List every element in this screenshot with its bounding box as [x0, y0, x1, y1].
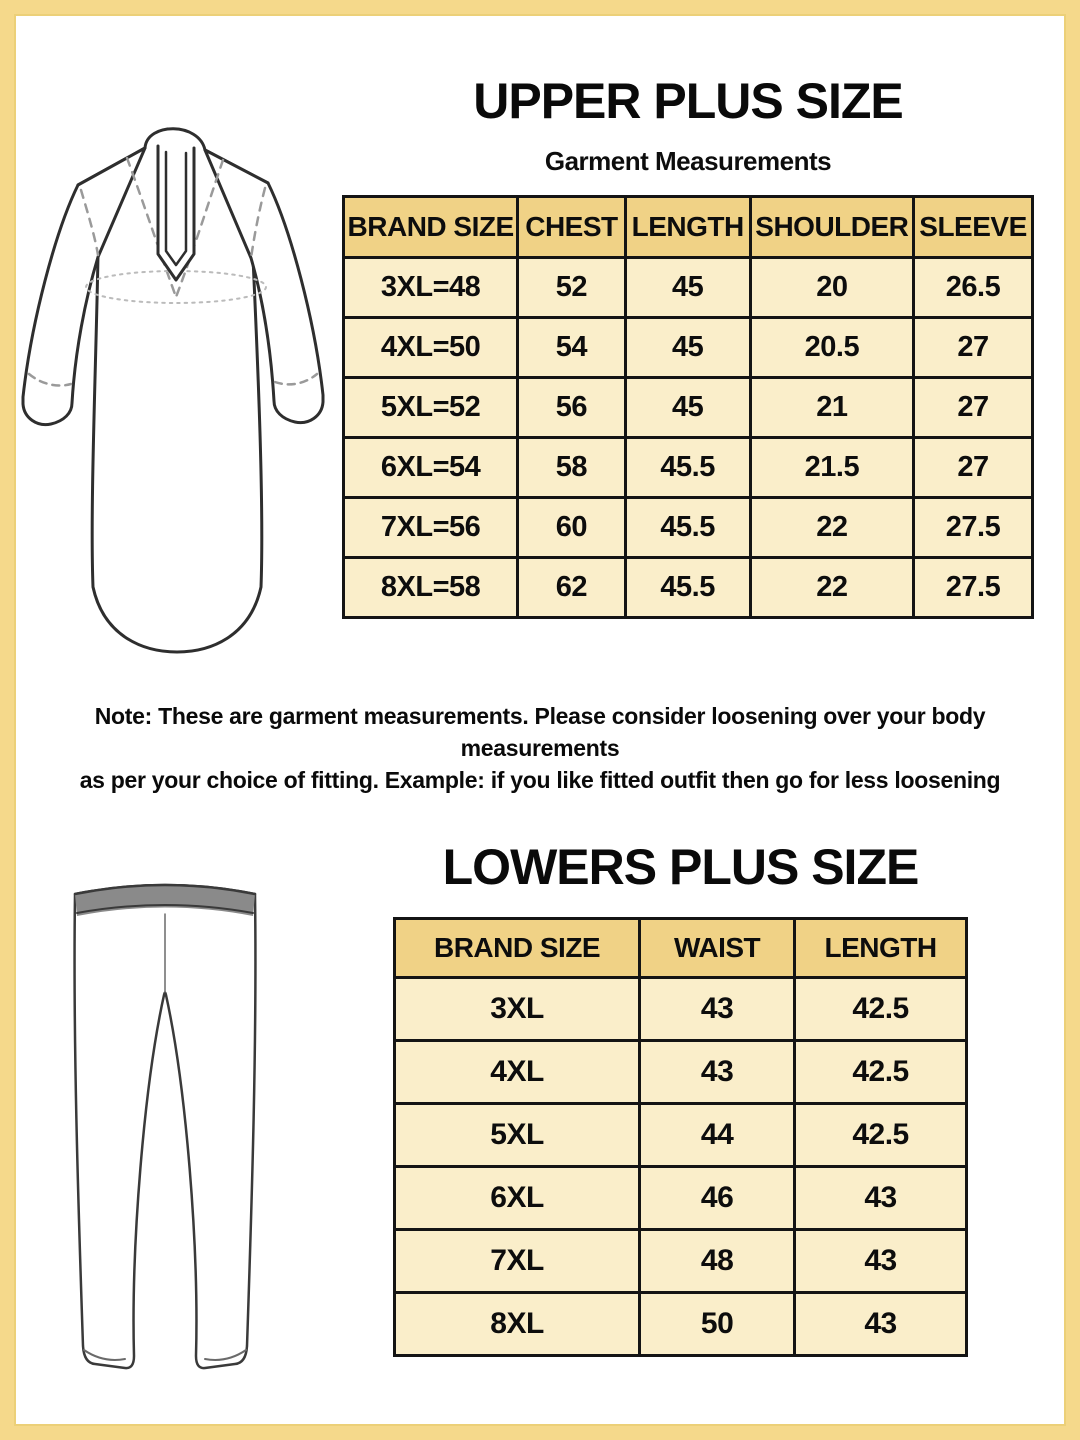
cell-brand-size: 7XL — [392, 1228, 642, 1294]
upper-section-title: UPPER PLUS SIZE — [473, 73, 904, 129]
table-row: 7XL 48 43 — [392, 1228, 968, 1294]
cell-length: 45 — [623, 316, 752, 379]
table-row: 6XL 46 43 — [392, 1165, 968, 1231]
cell-length: 42.5 — [793, 1102, 968, 1168]
cell-brand-size: 8XL=58 — [341, 556, 520, 619]
measurement-note: Note: These are garment measurements. Pl… — [50, 700, 1030, 797]
cell-brand-size: 4XL — [392, 1039, 642, 1105]
cell-brand-size: 7XL=56 — [341, 496, 520, 559]
cell-shoulder: 20.5 — [748, 316, 916, 379]
col-header-shoulder: SHOULDER — [748, 195, 916, 259]
cell-sleeve: 27 — [912, 436, 1034, 499]
cell-length: 43 — [793, 1165, 968, 1231]
cell-shoulder: 21.5 — [748, 436, 916, 499]
table-row: 8XL 50 43 — [392, 1291, 968, 1357]
cell-chest: 58 — [516, 436, 627, 499]
cell-chest: 62 — [516, 556, 627, 619]
col-header-chest: CHEST — [516, 195, 627, 259]
cell-chest: 52 — [516, 256, 627, 319]
cell-length: 45.5 — [623, 496, 752, 559]
cell-brand-size: 3XL — [392, 976, 642, 1042]
cell-brand-size: 5XL=52 — [341, 376, 520, 439]
cell-waist: 48 — [638, 1228, 797, 1294]
cell-chest: 56 — [516, 376, 627, 439]
cell-waist: 43 — [638, 1039, 797, 1105]
cell-brand-size: 4XL=50 — [341, 316, 520, 379]
cell-shoulder: 22 — [748, 496, 916, 559]
upper-table-header-row: BRAND SIZE CHEST LENGTH SHOULDER SLEEVE — [341, 195, 1034, 259]
cell-sleeve: 27 — [912, 316, 1034, 379]
table-row: 4XL=50 54 45 20.5 27 — [341, 316, 1034, 379]
cell-length: 43 — [793, 1228, 968, 1294]
cell-length: 43 — [793, 1291, 968, 1357]
col-header-brand-size: BRAND SIZE — [341, 195, 520, 259]
cell-chest: 54 — [516, 316, 627, 379]
cell-length: 45.5 — [623, 556, 752, 619]
lower-section-title: LOWERS PLUS SIZE — [442, 839, 920, 895]
upper-size-table: BRAND SIZE CHEST LENGTH SHOULDER SLEEVE … — [341, 195, 1034, 619]
cell-waist: 50 — [638, 1291, 797, 1357]
col-header-waist: WAIST — [638, 917, 797, 979]
table-row: 6XL=54 58 45.5 21.5 27 — [341, 436, 1034, 499]
cell-waist: 43 — [638, 976, 797, 1042]
cell-chest: 60 — [516, 496, 627, 559]
table-row: 3XL=48 52 45 20 26.5 — [341, 256, 1034, 319]
col-header-length: LENGTH — [793, 917, 968, 979]
cell-sleeve: 27 — [912, 376, 1034, 439]
cell-brand-size: 6XL — [392, 1165, 642, 1231]
cell-shoulder: 22 — [748, 556, 916, 619]
cell-sleeve: 27.5 — [912, 556, 1034, 619]
table-row: 4XL 43 42.5 — [392, 1039, 968, 1105]
table-row: 7XL=56 60 45.5 22 27.5 — [341, 496, 1034, 559]
upper-section-subtitle: Garment Measurements — [544, 146, 832, 176]
table-row: 5XL 44 42.5 — [392, 1102, 968, 1168]
kurta-illustration — [21, 127, 325, 654]
lower-table-header-row: BRAND SIZE WAIST LENGTH — [392, 917, 968, 979]
cell-brand-size: 5XL — [392, 1102, 642, 1168]
cell-waist: 46 — [638, 1165, 797, 1231]
col-header-brand-size: BRAND SIZE — [392, 917, 642, 979]
cell-sleeve: 26.5 — [912, 256, 1034, 319]
cell-brand-size: 3XL=48 — [341, 256, 520, 319]
leggings-illustration — [73, 883, 257, 1370]
cell-waist: 44 — [638, 1102, 797, 1168]
cell-length: 45.5 — [623, 436, 752, 499]
cell-length: 45 — [623, 256, 752, 319]
lower-size-table: BRAND SIZE WAIST LENGTH 3XL 43 42.5 4XL … — [392, 917, 968, 1357]
cell-length: 42.5 — [793, 976, 968, 1042]
cell-brand-size: 6XL=54 — [341, 436, 520, 499]
cell-shoulder: 21 — [748, 376, 916, 439]
cell-brand-size: 8XL — [392, 1291, 642, 1357]
col-header-sleeve: SLEEVE — [912, 195, 1034, 259]
col-header-length: LENGTH — [623, 195, 752, 259]
cell-length: 42.5 — [793, 1039, 968, 1105]
note-line-2: as per your choice of fitting. Example: … — [79, 767, 1001, 794]
cell-length: 45 — [623, 376, 752, 439]
table-row: 5XL=52 56 45 21 27 — [341, 376, 1034, 439]
table-row: 3XL 43 42.5 — [392, 976, 968, 1042]
cell-sleeve: 27.5 — [912, 496, 1034, 559]
cell-shoulder: 20 — [748, 256, 916, 319]
table-row: 8XL=58 62 45.5 22 27.5 — [341, 556, 1034, 619]
note-line-1: Note: These are garment measurements. Pl… — [94, 703, 986, 762]
